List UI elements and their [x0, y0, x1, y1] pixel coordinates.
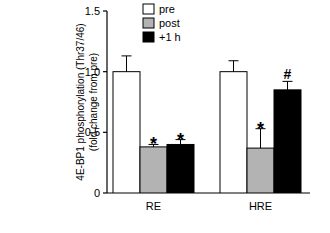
error-bar: [229, 61, 239, 72]
bar: [167, 144, 194, 193]
bar: [247, 148, 274, 193]
error-line: [233, 61, 234, 72]
y-tick: [103, 71, 107, 72]
error-bar: [283, 81, 293, 89]
annotation: *: [150, 134, 157, 154]
bars: [113, 56, 301, 193]
legend-swatch: [143, 4, 154, 14]
error-line: [287, 81, 288, 89]
y-tick: [103, 132, 107, 133]
annotations: * * * #: [150, 66, 292, 154]
chart: 00.51.01.54E-BP1 phosphorylation (Thr37/…: [0, 0, 330, 233]
y-label: (fold change from pre): [88, 53, 99, 151]
y-axis: [106, 11, 107, 193]
legend: pre post +1 h: [143, 3, 181, 43]
error-line: [126, 56, 127, 72]
y-tick-label: 0: [94, 187, 100, 199]
y-label: 4E-BP1 phosphorylation (Thr37/46): [75, 23, 86, 180]
error-bar: [122, 56, 132, 72]
legend-label: +1 h: [159, 31, 181, 43]
y-tick: [103, 10, 107, 11]
annotation: #: [284, 66, 292, 82]
x-tick-label: HRE: [249, 200, 272, 212]
error-cap: [229, 60, 239, 61]
legend-swatch: [143, 18, 154, 28]
bar: [113, 72, 140, 193]
error-cap: [122, 55, 132, 56]
legend-swatch: [143, 32, 154, 42]
x-tick-label: RE: [146, 200, 161, 212]
legend-label: post: [159, 17, 180, 29]
annotation: *: [177, 130, 184, 150]
y-tick: [103, 192, 107, 193]
y-tick-label: 1.5: [85, 5, 100, 17]
bar: [274, 90, 301, 193]
legend-label: pre: [159, 3, 175, 15]
annotation: *: [257, 119, 264, 139]
bar: [220, 72, 247, 193]
